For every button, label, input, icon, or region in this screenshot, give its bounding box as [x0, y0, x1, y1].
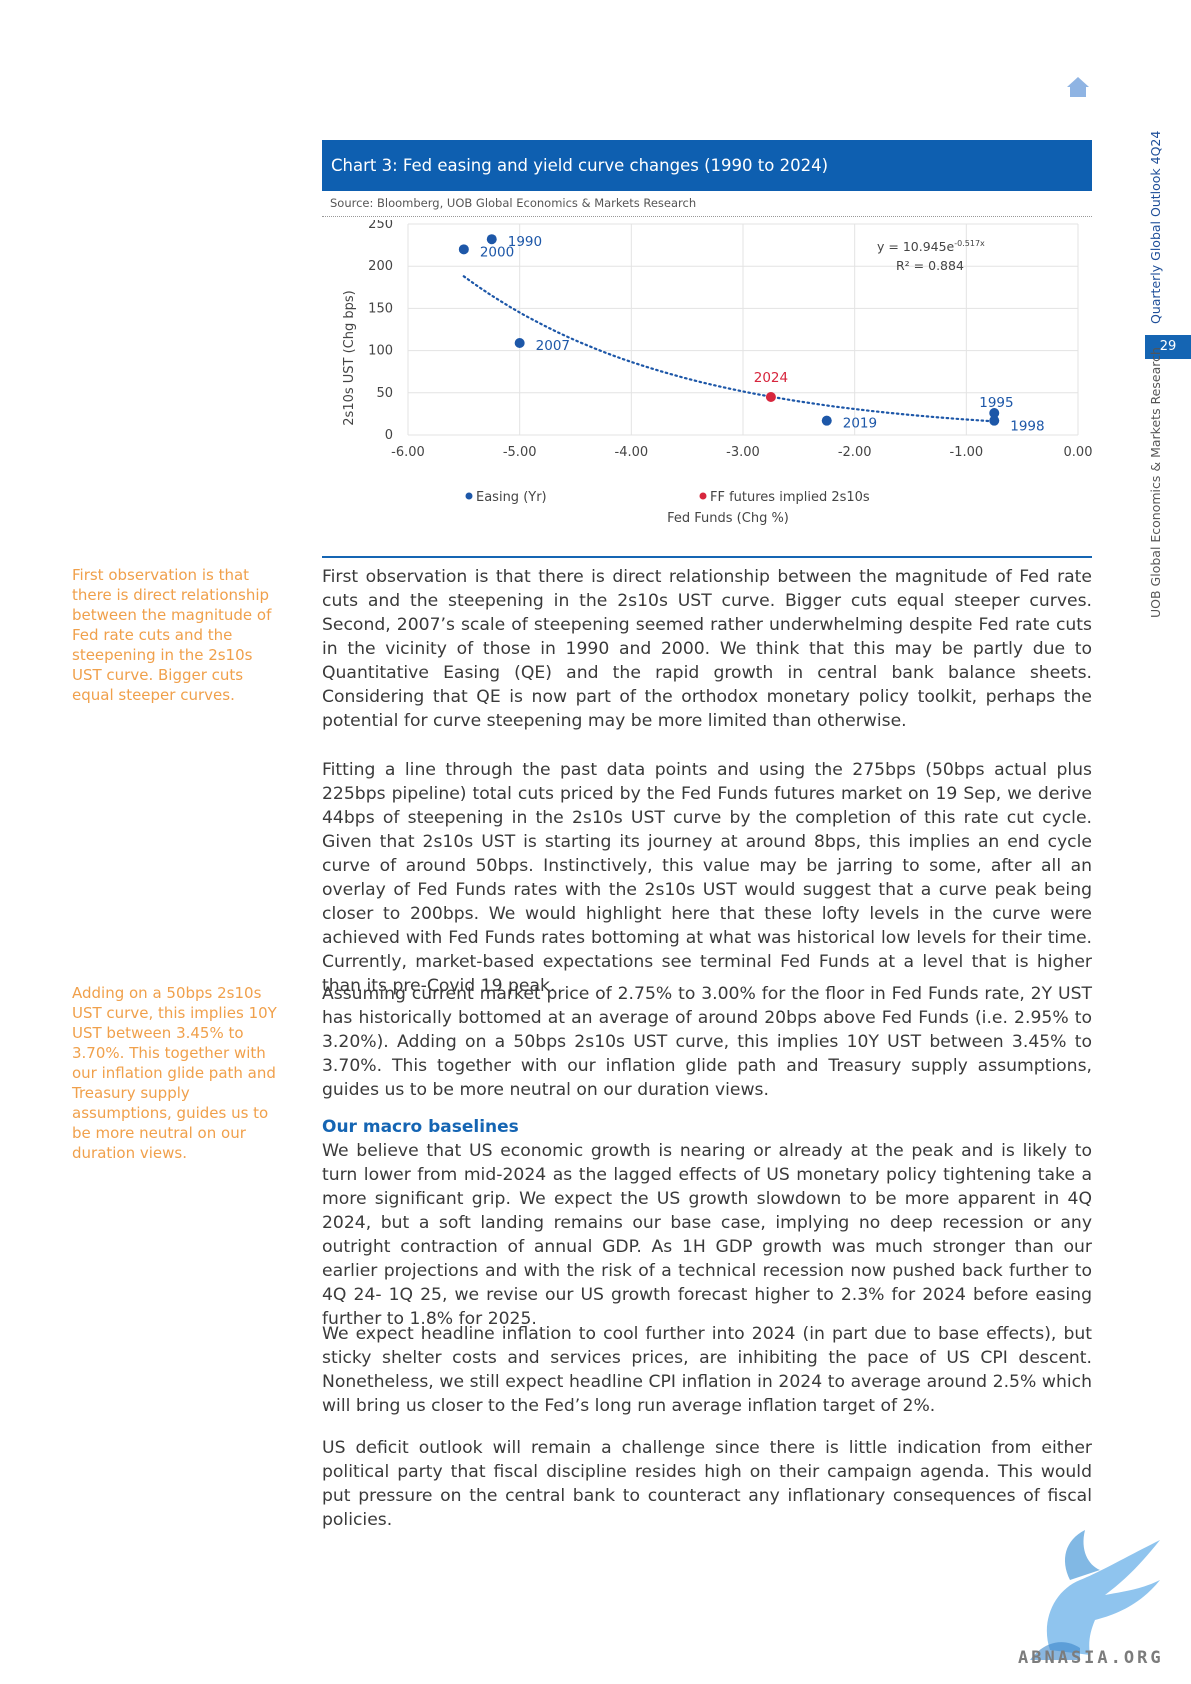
watermark-text: ABNASIA.ORG	[1018, 1648, 1164, 1668]
legend-marker	[465, 492, 473, 500]
legend-marker	[699, 492, 707, 500]
point-label: 1998	[1010, 419, 1044, 435]
paragraph: We believe that US economic growth is ne…	[322, 1141, 1092, 1329]
point-label: 2019	[843, 416, 877, 432]
scatter-chart: 0 50 100 150 200 250 -6.00 -5.00 -4.00 -3.00 -2.0…	[342, 220, 1092, 526]
section-heading: Our macro baselines	[322, 1117, 519, 1137]
data-point	[821, 415, 832, 426]
y-tick-label: 200	[368, 259, 393, 274]
paragraph: We expect headline inflation to cool fur…	[322, 1324, 1092, 1416]
data-point	[765, 392, 776, 403]
divider	[322, 216, 1092, 217]
paragraph: Fitting a line through the past data poi…	[322, 760, 1092, 996]
chart-source: Source: Bloomberg, UOB Global Economics …	[330, 196, 697, 210]
margin-note: Adding on a 50bps 2s10s UST curve, this …	[72, 984, 277, 1162]
point-label: 2024	[754, 370, 788, 386]
watermark-logo	[1030, 1530, 1160, 1660]
trendline	[462, 275, 996, 423]
legend-label: Easing (Yr)	[476, 490, 547, 505]
x-tick-label: -5.00	[503, 445, 537, 460]
data-point	[989, 415, 1000, 426]
x-axis-label: Fed Funds (Chg %)	[667, 511, 789, 526]
legend-label: FF futures implied 2s10s	[710, 490, 870, 505]
r-squared: R² = 0.884	[896, 258, 964, 273]
point-label: 1995	[979, 395, 1013, 411]
margin-note: First observation is that there is direc…	[72, 566, 272, 704]
equation-exponent: -0.517x	[954, 239, 985, 248]
paragraph: First observation is that there is direc…	[322, 567, 1092, 731]
x-tick-label: -2.00	[838, 445, 872, 460]
data-point	[486, 234, 497, 245]
side-running-title: Quarterly Global Outlook 4Q24	[1148, 130, 1163, 324]
data-point	[514, 338, 525, 349]
y-tick-label: 100	[368, 344, 393, 359]
y-axis-label: 2s10s UST (Chg bps)	[342, 290, 357, 425]
x-tick-label: -1.00	[950, 445, 984, 460]
trend-equation: y = 10.945e-0.517x	[877, 239, 985, 254]
paragraph: US deficit outlook will remain a challen…	[322, 1438, 1092, 1530]
paragraph: Assuming current market price of 2.75% t…	[322, 984, 1092, 1100]
y-tick-label: 250	[368, 220, 393, 232]
point-label: 2007	[536, 338, 570, 354]
side-running-subtitle: UOB Global Economics & Markets Research	[1148, 347, 1163, 618]
y-tick-label: 0	[385, 428, 393, 443]
chart-bottom-rule	[322, 556, 1092, 558]
point-label: 2000	[480, 244, 514, 260]
x-tick-label: 0.00	[1064, 445, 1092, 460]
x-tick-label: -4.00	[615, 445, 649, 460]
equation-base: y = 10.945e	[877, 239, 955, 254]
y-tick-label: 50	[376, 386, 393, 401]
data-point	[989, 408, 1000, 419]
x-tick-label: -6.00	[391, 445, 425, 460]
chart-title: Chart 3: Fed easing and yield curve chan…	[322, 140, 1092, 191]
page-number: 29	[1145, 335, 1191, 359]
data-point	[458, 244, 469, 255]
home-icon[interactable]	[1066, 76, 1090, 98]
y-tick-label: 150	[368, 301, 393, 316]
x-tick-label: -3.00	[726, 445, 760, 460]
point-label: 1990	[508, 234, 542, 250]
